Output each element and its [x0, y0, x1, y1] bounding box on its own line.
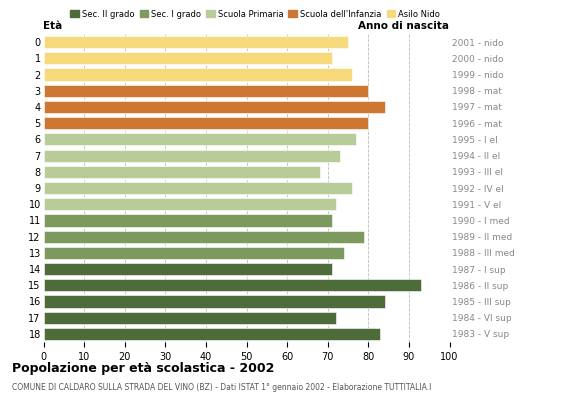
- Text: Anno di nascita: Anno di nascita: [358, 21, 450, 31]
- Bar: [44, 279, 421, 291]
- Text: Popolazione per età scolastica - 2002: Popolazione per età scolastica - 2002: [12, 362, 274, 375]
- Bar: [44, 328, 380, 340]
- Legend: Sec. II grado, Sec. I grado, Scuola Primaria, Scuola dell'Infanzia, Asilo Nido: Sec. II grado, Sec. I grado, Scuola Prim…: [67, 6, 443, 22]
- Bar: [44, 101, 385, 113]
- Bar: [44, 166, 320, 178]
- Bar: [44, 117, 368, 129]
- Bar: [44, 133, 356, 146]
- Bar: [44, 230, 364, 243]
- Bar: [44, 214, 332, 226]
- Bar: [44, 85, 368, 97]
- Bar: [44, 295, 385, 308]
- Text: Età: Età: [44, 21, 63, 31]
- Bar: [44, 36, 348, 48]
- Bar: [44, 198, 336, 210]
- Text: COMUNE DI CALDARO SULLA STRADA DEL VINO (BZ) - Dati ISTAT 1° gennaio 2002 - Elab: COMUNE DI CALDARO SULLA STRADA DEL VINO …: [12, 383, 431, 392]
- Bar: [44, 150, 340, 162]
- Bar: [44, 312, 336, 324]
- Bar: [44, 182, 352, 194]
- Bar: [44, 52, 332, 64]
- Bar: [44, 263, 332, 275]
- Bar: [44, 247, 344, 259]
- Bar: [44, 68, 352, 81]
